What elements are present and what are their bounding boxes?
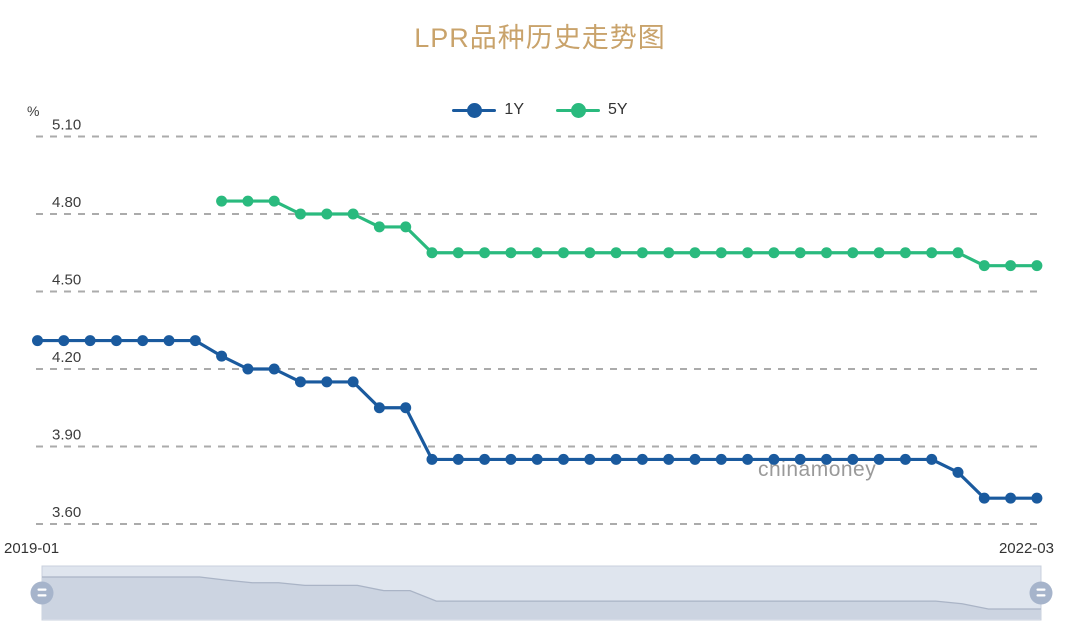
- data-point-1y[interactable]: [610, 453, 622, 465]
- data-point-5y[interactable]: [584, 247, 596, 259]
- data-point-1y[interactable]: [321, 376, 333, 388]
- y-tick-label: 4.50: [52, 272, 81, 289]
- data-point-1y[interactable]: [584, 453, 596, 465]
- data-point-1y[interactable]: [479, 453, 491, 465]
- data-point-5y[interactable]: [768, 247, 780, 259]
- watermark: chinamoney: [758, 458, 876, 481]
- data-point-5y[interactable]: [295, 208, 306, 220]
- data-point-5y[interactable]: [847, 247, 859, 259]
- data-point-1y[interactable]: [558, 453, 569, 465]
- datazoom-handle-left[interactable]: [30, 581, 54, 605]
- y-axis-unit-label: %: [27, 103, 40, 119]
- y-tick-label: 3.60: [52, 504, 81, 521]
- data-point-1y[interactable]: [926, 453, 938, 465]
- data-point-5y[interactable]: [636, 247, 648, 259]
- legend-item-5y[interactable]: 5Y: [556, 101, 628, 119]
- data-point-1y[interactable]: [794, 453, 806, 465]
- x-axis-end-label: 2022-03: [998, 540, 1054, 557]
- data-point-1y[interactable]: [847, 453, 859, 465]
- data-point-5y[interactable]: [899, 247, 911, 259]
- y-tick-label: 3.90: [52, 427, 81, 444]
- data-point-5y[interactable]: [268, 195, 280, 207]
- data-point-5y[interactable]: [558, 247, 569, 259]
- series-line-1y: [37, 338, 1037, 500]
- drag-handle-icon[interactable]: [30, 581, 54, 605]
- data-point-5y[interactable]: [952, 247, 964, 259]
- data-point-1y[interactable]: [636, 453, 648, 465]
- data-point-5y[interactable]: [926, 247, 938, 259]
- data-point-5y[interactable]: [794, 247, 806, 259]
- data-point-1y[interactable]: [821, 453, 832, 465]
- y-tick-label: 4.20: [52, 349, 81, 366]
- legend-label-1y: 1Y: [504, 101, 524, 118]
- data-point-5y[interactable]: [426, 247, 438, 259]
- data-point-5y[interactable]: [347, 208, 359, 220]
- data-point-5y[interactable]: [742, 247, 754, 259]
- data-point-1y[interactable]: [268, 363, 280, 375]
- data-point-5y[interactable]: [978, 260, 990, 272]
- data-point-1y[interactable]: [452, 453, 464, 465]
- data-point-1y[interactable]: [84, 335, 96, 347]
- data-point-1y[interactable]: [400, 402, 412, 414]
- data-point-1y[interactable]: [242, 363, 254, 375]
- data-point-1y[interactable]: [952, 466, 964, 478]
- legend: 1Y 5Y: [0, 101, 1080, 119]
- data-point-5y[interactable]: [321, 208, 333, 220]
- data-point-1y[interactable]: [189, 335, 201, 347]
- data-point-5y[interactable]: [1031, 260, 1043, 272]
- data-point-1y[interactable]: [505, 453, 517, 465]
- data-point-5y[interactable]: [531, 247, 543, 259]
- datazoom-handle-right[interactable]: [1029, 581, 1053, 605]
- data-point-1y[interactable]: [663, 453, 675, 465]
- data-point-5y[interactable]: [216, 195, 228, 207]
- data-point-5y[interactable]: [689, 247, 701, 259]
- data-point-1y[interactable]: [1031, 492, 1043, 504]
- data-point-1y[interactable]: [58, 335, 70, 347]
- datazoom-data-shadow: [42, 577, 1041, 619]
- data-point-1y[interactable]: [1005, 492, 1017, 504]
- data-point-5y[interactable]: [373, 221, 385, 233]
- data-point-1y[interactable]: [873, 453, 885, 465]
- data-point-1y[interactable]: [32, 335, 43, 347]
- data-point-1y[interactable]: [295, 376, 306, 388]
- datazoom-shadow-line: [42, 576, 1041, 610]
- data-point-1y[interactable]: [689, 453, 701, 465]
- line-dot-marker-icon: [556, 102, 600, 118]
- data-point-5y[interactable]: [663, 247, 675, 259]
- data-point-5y[interactable]: [873, 247, 885, 259]
- data-point-1y[interactable]: [742, 453, 754, 465]
- data-point-5y[interactable]: [400, 221, 412, 233]
- x-axis-start-label: 2019-01: [4, 540, 60, 557]
- data-point-1y[interactable]: [715, 453, 727, 465]
- data-point-1y[interactable]: [163, 335, 175, 347]
- data-point-5y[interactable]: [715, 247, 727, 259]
- data-point-5y[interactable]: [479, 247, 491, 259]
- data-point-1y[interactable]: [347, 376, 359, 388]
- drag-handle-icon[interactable]: [1029, 581, 1053, 605]
- data-point-5y[interactable]: [821, 247, 832, 259]
- data-point-1y[interactable]: [110, 335, 122, 347]
- data-point-5y[interactable]: [242, 195, 254, 207]
- data-point-5y[interactable]: [505, 247, 517, 259]
- data-point-1y[interactable]: [426, 453, 438, 465]
- line-dot-marker-icon: [452, 102, 497, 118]
- data-point-1y[interactable]: [899, 453, 911, 465]
- data-point-1y[interactable]: [373, 402, 385, 414]
- series-line-5y: [221, 199, 1037, 268]
- legend-label-5y: 5Y: [608, 101, 628, 118]
- data-point-5y[interactable]: [452, 247, 464, 259]
- data-point-1y[interactable]: [768, 453, 780, 465]
- page-title: LPR品种历史走势图: [414, 23, 666, 53]
- y-tick-label: 4.80: [52, 194, 81, 211]
- data-point-1y[interactable]: [978, 492, 990, 504]
- data-point-5y[interactable]: [1005, 260, 1017, 272]
- legend-item-1y[interactable]: 1Y: [452, 101, 524, 119]
- data-point-1y[interactable]: [531, 453, 543, 465]
- data-point-1y[interactable]: [137, 335, 149, 347]
- y-tick-label: 5.10: [52, 117, 81, 134]
- data-point-1y[interactable]: [216, 350, 228, 362]
- data-point-5y[interactable]: [610, 247, 622, 259]
